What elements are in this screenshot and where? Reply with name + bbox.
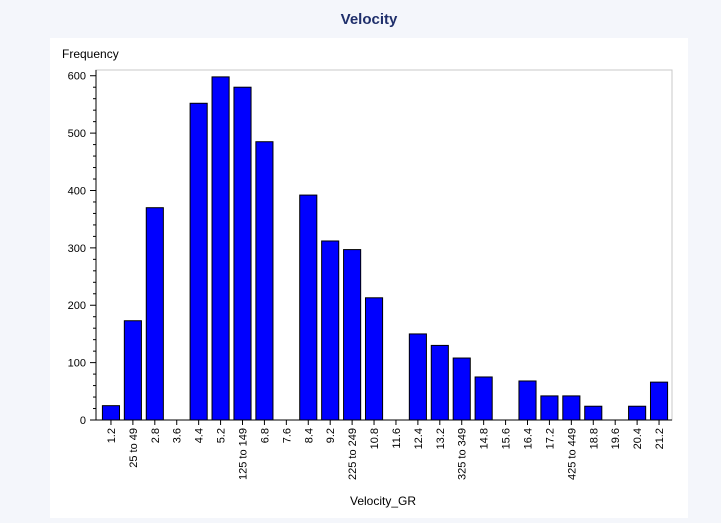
x-tick-label: 5.2 xyxy=(216,428,228,443)
bar xyxy=(145,207,164,421)
x-tick-label: 20.4 xyxy=(632,428,644,449)
bar xyxy=(430,344,449,421)
bars xyxy=(101,76,669,421)
y-tick-label: 200 xyxy=(68,300,86,312)
x-tick-label: 18.8 xyxy=(588,428,600,449)
bar xyxy=(321,240,340,421)
x-tick-label: 9.2 xyxy=(325,428,337,443)
bar xyxy=(518,380,537,421)
bar xyxy=(408,333,427,421)
y-tick-label: 400 xyxy=(68,185,86,197)
y-tick-label: 100 xyxy=(68,358,86,370)
bar xyxy=(343,249,362,421)
bar xyxy=(452,357,471,421)
x-tick-label: 8.4 xyxy=(303,428,315,443)
bar xyxy=(211,76,230,421)
x-tick-label: 14.8 xyxy=(479,428,491,449)
bar xyxy=(255,141,274,421)
x-tick-label: 17.2 xyxy=(544,428,556,449)
bar xyxy=(540,395,559,421)
x-tick-label: 25 to 49 xyxy=(128,428,140,468)
y-tick-label: 0 xyxy=(80,415,86,427)
x-tick-label: 425 to 449 xyxy=(566,428,578,480)
x-axis: 1.2 25 to 49 2.8 3.6 4.4 5.2 125 to 149 6.8 7.6 8… xyxy=(96,419,672,480)
x-tick-label: 12.4 xyxy=(413,428,425,449)
x-tick-label: 3.6 xyxy=(172,428,184,443)
x-tick-label: 225 to 249 xyxy=(347,428,359,480)
x-tick-label: 10.8 xyxy=(369,428,381,449)
bar xyxy=(628,405,647,421)
x-tick-label: 2.8 xyxy=(150,428,162,443)
x-tick-label: 125 to 149 xyxy=(238,428,250,480)
bar xyxy=(299,194,318,421)
bar xyxy=(123,320,142,421)
x-tick-label: 13.2 xyxy=(435,428,447,449)
bar xyxy=(562,395,581,421)
x-tick-label: 6.8 xyxy=(259,428,271,443)
x-tick-label: 325 to 349 xyxy=(457,428,469,480)
y-axis: 0 100 200 300 400 500 600 xyxy=(68,70,97,427)
x-tick-label: 7.6 xyxy=(281,428,293,443)
bar xyxy=(189,102,208,421)
x-tick-label: 15.6 xyxy=(501,428,513,449)
y-axis-label: Frequency xyxy=(62,47,119,61)
bar xyxy=(101,405,121,421)
chart-title: Velocity xyxy=(341,11,398,28)
y-tick-label: 500 xyxy=(68,128,86,140)
y-tick-label: 300 xyxy=(68,243,86,255)
bar xyxy=(649,381,669,421)
x-tick-label: 4.4 xyxy=(194,428,206,443)
x-axis-label: Velocity_GR xyxy=(350,494,416,508)
bar xyxy=(584,405,603,421)
x-tick-label: 1.2 xyxy=(106,428,118,443)
bar xyxy=(364,297,384,421)
x-tick-label: 16.4 xyxy=(523,428,535,449)
y-tick-label: 600 xyxy=(68,71,86,83)
bar xyxy=(233,86,252,421)
x-tick-label: 11.6 xyxy=(391,428,403,449)
x-tick-label: 19.6 xyxy=(610,428,622,449)
x-tick-label: 21.2 xyxy=(654,428,666,449)
bar xyxy=(474,376,493,421)
